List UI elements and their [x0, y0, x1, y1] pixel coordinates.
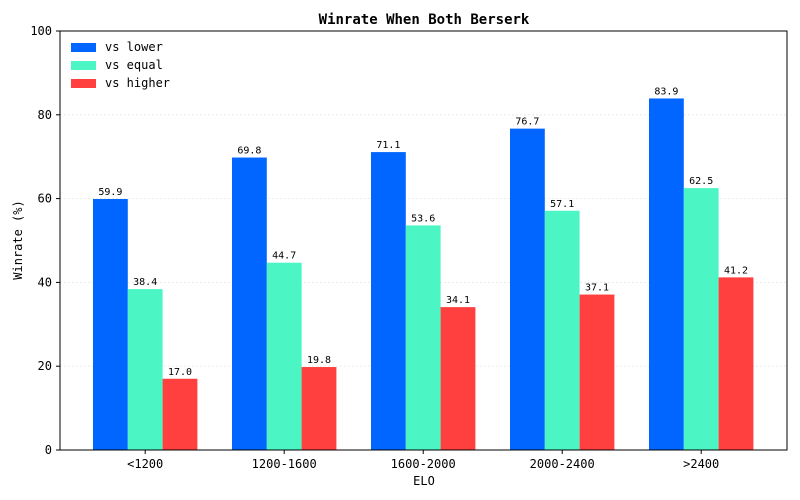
- legend-items: vs lower vs equal vs higher: [71, 40, 170, 90]
- x-tick-label: 1200-1600: [252, 457, 317, 471]
- x-tick-label: <1200: [127, 457, 163, 471]
- chart-title: Winrate When Both Berserk: [319, 12, 530, 28]
- x-axis-label: ELO: [413, 474, 435, 488]
- data-label: 44.7: [272, 251, 296, 262]
- data-label: 34.1: [446, 295, 470, 306]
- bar-vs-higher-4: [718, 277, 754, 450]
- data-label: 57.1: [550, 199, 574, 210]
- data-label: 83.9: [654, 86, 678, 97]
- bar-vs-lower-1: [232, 157, 267, 450]
- y-tick-label: 80: [38, 108, 52, 122]
- legend: vs lower vs equal vs higher: [64, 36, 177, 94]
- bar-vs-equal-0: [127, 289, 163, 450]
- data-label: 62.5: [689, 176, 713, 187]
- x-tick-label: >2400: [683, 457, 719, 471]
- data-label: 69.8: [237, 146, 261, 157]
- legend-label: vs higher: [105, 76, 170, 90]
- y-tick-label: 40: [38, 275, 52, 289]
- bar-vs-equal-4: [683, 188, 719, 450]
- y-axis-label: Winrate (%): [11, 200, 25, 279]
- x-tick-label: 2000-2400: [530, 457, 595, 471]
- y-tick-label: 60: [38, 192, 52, 206]
- x-axis-ticks: <1200 1200-1600 1600-2000 2000-2400 >2400: [127, 450, 719, 471]
- bar-vs-equal-2: [405, 225, 441, 450]
- legend-swatch: [71, 79, 96, 88]
- data-label: 37.1: [585, 283, 609, 294]
- x-tick-label: 1600-2000: [391, 457, 456, 471]
- bar-vs-lower-2: [371, 152, 406, 450]
- bar-vs-higher-3: [579, 294, 615, 450]
- bar-vs-equal-3: [544, 210, 580, 450]
- bar-vs-equal-1: [266, 262, 302, 450]
- data-label: 71.1: [376, 140, 400, 151]
- bar-vs-lower-0: [93, 199, 128, 450]
- data-labels: 59.9 38.4 17.0 69.8 44.7 19.8 71.1 53.6 34.1 76.7…: [98, 86, 748, 377]
- y-tick-label: 20: [38, 359, 52, 373]
- y-axis-ticks: 0 20 40 60 80 100: [30, 24, 60, 457]
- bar-vs-higher-0: [162, 378, 198, 450]
- data-label: 59.9: [98, 187, 122, 198]
- y-tick-label: 0: [45, 443, 52, 457]
- bars: [93, 98, 754, 451]
- y-tick-label: 100: [30, 24, 52, 38]
- legend-swatch: [71, 43, 96, 52]
- bar-vs-higher-2: [440, 307, 476, 450]
- data-label: 76.7: [515, 117, 539, 128]
- legend-swatch: [71, 61, 96, 70]
- data-label: 41.2: [724, 265, 748, 276]
- bar-vs-lower-3: [510, 128, 545, 450]
- bar-vs-lower-4: [649, 98, 684, 451]
- data-label: 38.4: [133, 277, 157, 288]
- legend-label: vs lower: [105, 40, 163, 54]
- data-label: 53.6: [411, 213, 435, 224]
- data-label: 17.0: [168, 367, 192, 378]
- legend-label: vs equal: [105, 58, 163, 72]
- data-label: 19.8: [307, 355, 331, 366]
- bar-vs-higher-1: [301, 367, 337, 450]
